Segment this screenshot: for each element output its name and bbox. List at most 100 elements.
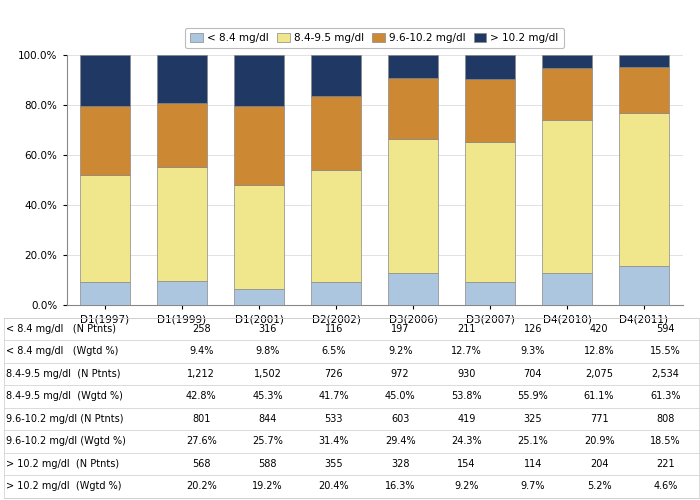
Bar [619,266,669,305]
Text: 9.6-10.2 mg/dl (Wgtd %): 9.6-10.2 mg/dl (Wgtd %) [6,436,125,446]
Bar [157,280,207,305]
Text: > 10.2 mg/dl  (N Ptnts): > 10.2 mg/dl (N Ptnts) [6,459,119,469]
Bar [157,167,207,280]
Text: 588: 588 [258,459,276,469]
Bar [388,273,438,305]
Text: 355: 355 [325,459,343,469]
Bar [388,138,438,273]
Text: 844: 844 [258,414,276,424]
Bar [157,103,207,167]
Bar [465,79,515,142]
Text: 9.4%: 9.4% [189,346,213,356]
Text: 8.4-9.5 mg/dl  (Wgtd %): 8.4-9.5 mg/dl (Wgtd %) [6,391,122,401]
Text: 771: 771 [590,414,608,424]
Text: 114: 114 [524,459,542,469]
Bar [311,170,361,282]
Bar [619,67,669,113]
Text: 9.3%: 9.3% [521,346,545,356]
Bar [311,282,361,305]
Text: 116: 116 [325,324,343,334]
Text: 9.2%: 9.2% [454,481,479,491]
Text: 12.8%: 12.8% [584,346,615,356]
Bar [388,55,438,78]
Text: 9.8%: 9.8% [256,346,280,356]
Bar [234,106,284,184]
Text: 8.4-9.5 mg/dl  (N Ptnts): 8.4-9.5 mg/dl (N Ptnts) [6,369,120,379]
Text: 24.3%: 24.3% [451,436,482,446]
Text: 594: 594 [656,324,675,334]
Text: 41.7%: 41.7% [318,391,349,401]
Text: 221: 221 [656,459,675,469]
Text: 45.3%: 45.3% [252,391,283,401]
Text: 9.7%: 9.7% [521,481,545,491]
Bar [465,282,515,305]
Text: 420: 420 [590,324,608,334]
Bar [234,289,284,305]
Text: 31.4%: 31.4% [318,436,349,446]
Bar [234,55,284,106]
Text: 533: 533 [325,414,343,424]
Text: 211: 211 [457,324,476,334]
Bar [542,120,592,273]
Text: 1,212: 1,212 [187,369,215,379]
Text: 5.2%: 5.2% [587,481,611,491]
Text: 61.3%: 61.3% [650,391,680,401]
Text: 53.8%: 53.8% [451,391,482,401]
Text: 25.7%: 25.7% [252,436,283,446]
Text: 316: 316 [258,324,276,334]
Text: 42.8%: 42.8% [186,391,216,401]
Bar [80,282,130,305]
Text: 325: 325 [524,414,542,424]
Text: 704: 704 [524,369,542,379]
Text: 27.6%: 27.6% [186,436,216,446]
Text: < 8.4 mg/dl   (Wgtd %): < 8.4 mg/dl (Wgtd %) [6,346,118,356]
Text: > 10.2 mg/dl  (Wgtd %): > 10.2 mg/dl (Wgtd %) [6,481,121,491]
Text: 2,075: 2,075 [585,369,613,379]
Text: 801: 801 [192,414,210,424]
Bar [234,184,284,289]
Text: 419: 419 [457,414,476,424]
Bar [311,55,361,96]
Text: 972: 972 [391,369,409,379]
Text: 1,502: 1,502 [253,369,281,379]
Text: 25.1%: 25.1% [517,436,548,446]
Text: 258: 258 [192,324,211,334]
Text: 55.9%: 55.9% [517,391,548,401]
Text: 12.7%: 12.7% [451,346,482,356]
Text: 20.4%: 20.4% [318,481,349,491]
Text: 20.9%: 20.9% [584,436,615,446]
Bar [80,174,130,282]
Bar [619,113,669,266]
Text: 16.3%: 16.3% [385,481,415,491]
Text: 2,534: 2,534 [652,369,680,379]
Bar [542,273,592,305]
Bar [80,55,130,106]
Bar [542,68,592,120]
Text: 19.2%: 19.2% [252,481,283,491]
Text: 197: 197 [391,324,409,334]
Text: 61.1%: 61.1% [584,391,615,401]
Text: 808: 808 [657,414,675,424]
Text: 15.5%: 15.5% [650,346,681,356]
Bar [542,55,592,68]
Text: 20.2%: 20.2% [186,481,216,491]
Text: 18.5%: 18.5% [650,436,680,446]
Text: 328: 328 [391,459,409,469]
Text: 726: 726 [325,369,343,379]
Bar [388,78,438,138]
Legend: < 8.4 mg/dl, 8.4-9.5 mg/dl, 9.6-10.2 mg/dl, > 10.2 mg/dl: < 8.4 mg/dl, 8.4-9.5 mg/dl, 9.6-10.2 mg/… [185,28,564,48]
Text: 126: 126 [524,324,542,334]
Bar [311,96,361,170]
Bar [465,55,515,79]
Bar [80,106,130,174]
Text: < 8.4 mg/dl   (N Ptnts): < 8.4 mg/dl (N Ptnts) [6,324,116,334]
Text: 9.2%: 9.2% [388,346,412,356]
Text: 6.5%: 6.5% [321,346,346,356]
Text: 204: 204 [590,459,608,469]
Text: 154: 154 [457,459,476,469]
Text: 603: 603 [391,414,409,424]
Text: 9.6-10.2 mg/dl (N Ptnts): 9.6-10.2 mg/dl (N Ptnts) [6,414,123,424]
Text: 4.6%: 4.6% [653,481,678,491]
Bar [619,55,669,66]
Text: 29.4%: 29.4% [385,436,416,446]
